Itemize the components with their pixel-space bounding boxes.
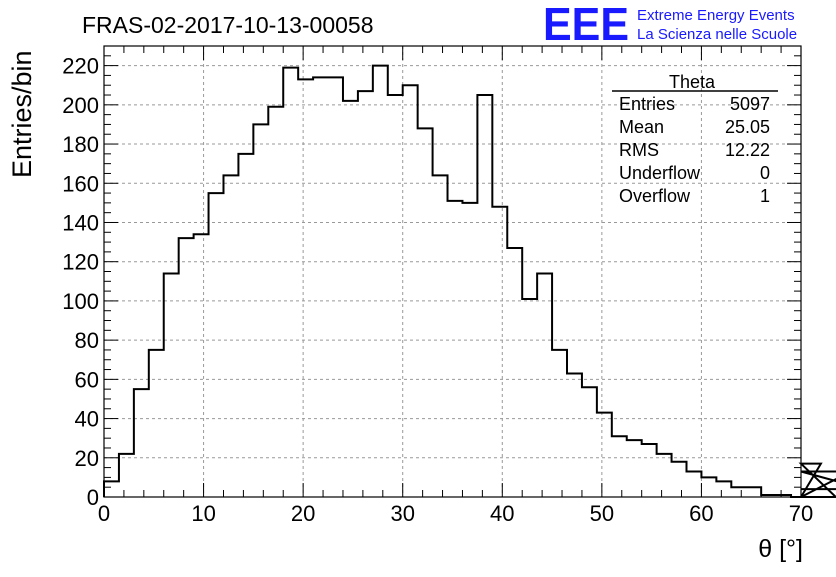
histogram-bin bbox=[492, 207, 507, 497]
stats-title: Theta bbox=[669, 72, 716, 92]
histogram-bin bbox=[462, 203, 477, 497]
histogram-bin bbox=[642, 444, 657, 497]
histogram-bin bbox=[164, 273, 179, 497]
histogram-bin bbox=[597, 413, 612, 497]
y-tick-label: 220 bbox=[62, 54, 99, 79]
y-tick-label: 60 bbox=[75, 367, 99, 392]
histogram-bin bbox=[388, 95, 403, 497]
histogram-bin bbox=[612, 436, 627, 497]
x-tick-label: 30 bbox=[390, 501, 414, 526]
y-axis-label: Entries/bin bbox=[7, 50, 37, 178]
logo-subtitle-1: Extreme Energy Events bbox=[637, 7, 795, 24]
histogram-bin bbox=[433, 175, 448, 497]
y-tick-label: 200 bbox=[62, 93, 99, 118]
stats-label: Underflow bbox=[619, 163, 701, 183]
histogram-bin bbox=[657, 454, 672, 497]
y-tick-label: 20 bbox=[75, 446, 99, 471]
histogram-bin bbox=[328, 77, 343, 497]
histogram-bin bbox=[731, 487, 746, 497]
x-axis-label: θ [°] bbox=[758, 535, 803, 563]
x-tick-label: 60 bbox=[689, 501, 713, 526]
histogram-bin bbox=[268, 107, 283, 497]
histogram-bin bbox=[358, 91, 373, 497]
histogram-bin bbox=[582, 387, 597, 497]
histogram-bin bbox=[672, 462, 687, 497]
y-tick-label: 80 bbox=[75, 328, 99, 353]
stats-box: Theta Entries 5097 Mean 25.05 RMS 12.22 Underf… bbox=[612, 72, 778, 206]
grid-lines bbox=[104, 46, 801, 497]
histogram-bin bbox=[253, 124, 268, 497]
stats-label: RMS bbox=[619, 140, 659, 160]
histogram-bin bbox=[627, 440, 642, 497]
histogram-bin bbox=[448, 201, 463, 497]
y-tick-label: 180 bbox=[62, 132, 99, 157]
histogram-bin bbox=[104, 481, 119, 497]
y-tick-label: 0 bbox=[87, 485, 99, 510]
histogram-bin bbox=[418, 128, 433, 497]
histogram-bin bbox=[507, 248, 522, 497]
histogram-bin bbox=[716, 481, 731, 497]
x-tick-label: 40 bbox=[490, 501, 514, 526]
stats-label: Mean bbox=[619, 117, 664, 137]
y-tick-label: 100 bbox=[62, 289, 99, 314]
stats-label: Entries bbox=[619, 94, 675, 114]
histogram-bin bbox=[686, 472, 701, 497]
histogram-outline bbox=[103, 64, 836, 498]
histogram-bin bbox=[134, 389, 149, 497]
histogram-bin bbox=[298, 79, 313, 497]
y-tick-label: 140 bbox=[62, 210, 99, 235]
histogram-bin bbox=[701, 477, 716, 497]
histogram-bin bbox=[238, 154, 253, 497]
histogram-bin bbox=[567, 373, 582, 497]
stats-value: 12.22 bbox=[725, 140, 770, 160]
y-tick-label: 160 bbox=[62, 171, 99, 196]
stats-value: 1 bbox=[760, 186, 770, 206]
histogram-bin bbox=[313, 77, 328, 497]
histogram-bin bbox=[403, 85, 418, 497]
histogram-bin bbox=[343, 101, 358, 497]
y-tick-label: 40 bbox=[75, 407, 99, 432]
axis-ticks bbox=[103, 45, 802, 498]
chart-title: FRAS-02-2017-10-13-00058 bbox=[82, 12, 374, 38]
x-tick-label: 10 bbox=[191, 501, 215, 526]
x-tick-label: 0 bbox=[98, 501, 110, 526]
histogram-bins bbox=[103, 64, 836, 498]
histogram-bin bbox=[149, 350, 164, 497]
stats-value: 25.05 bbox=[725, 117, 770, 137]
plot-frame bbox=[103, 45, 802, 498]
histogram-bin bbox=[522, 299, 537, 497]
x-tick-label: 70 bbox=[789, 501, 813, 526]
logo-subtitle-2: La Scienza nelle Scuole bbox=[637, 26, 797, 43]
histogram-bin bbox=[223, 175, 238, 497]
histogram-bin bbox=[119, 454, 134, 497]
histogram-bin bbox=[373, 66, 388, 497]
stats-value: 0 bbox=[760, 163, 770, 183]
stats-label: Overflow bbox=[619, 186, 691, 206]
stats-value: 5097 bbox=[730, 94, 770, 114]
x-tick-label: 20 bbox=[291, 501, 315, 526]
histogram-bin bbox=[179, 238, 194, 497]
x-tick-label: 50 bbox=[590, 501, 614, 526]
histogram-bin bbox=[537, 273, 552, 497]
histogram-bin bbox=[194, 234, 209, 497]
histogram-bin bbox=[209, 193, 224, 497]
y-tick-label: 120 bbox=[62, 250, 99, 275]
histogram-bin bbox=[477, 95, 492, 497]
eee-logo: EEE bbox=[543, 0, 629, 50]
histogram-bin bbox=[552, 350, 567, 497]
tick-labels: 0 10 20 30 40 50 60 700204060801001201401601802… bbox=[62, 54, 813, 526]
histogram-bin bbox=[746, 487, 761, 497]
histogram-bin bbox=[283, 68, 298, 497]
